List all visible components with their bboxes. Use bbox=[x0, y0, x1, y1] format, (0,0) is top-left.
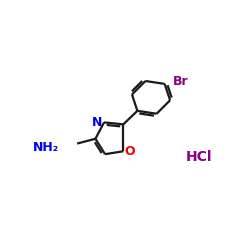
Text: NH₂: NH₂ bbox=[33, 141, 59, 154]
Text: O: O bbox=[125, 145, 136, 158]
Text: N: N bbox=[92, 116, 102, 129]
Text: Br: Br bbox=[172, 74, 188, 88]
Text: HCl: HCl bbox=[186, 150, 212, 164]
